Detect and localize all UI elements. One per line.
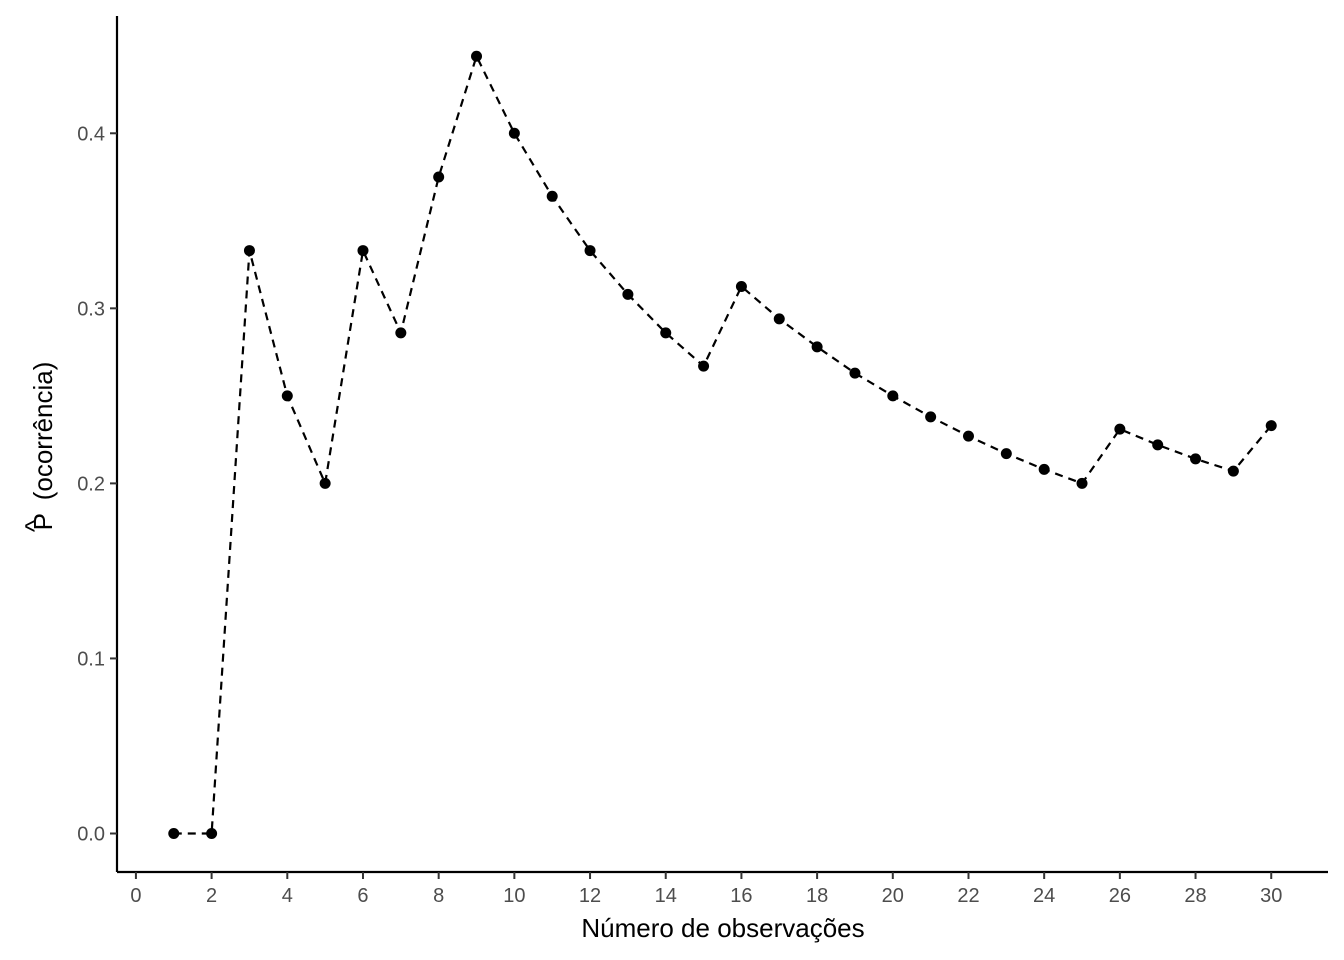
- data-point: [1038, 463, 1050, 475]
- x-tick-label: 6: [357, 885, 368, 907]
- x-axis-title: Número de observações: [581, 913, 864, 943]
- data-point: [1190, 453, 1202, 465]
- x-tick-label: 24: [1033, 885, 1055, 907]
- data-point: [1114, 423, 1126, 435]
- data-point: [1000, 448, 1012, 460]
- data-point: [1076, 477, 1088, 489]
- data-point: [433, 171, 445, 183]
- data-point: [698, 360, 710, 372]
- data-point: [1265, 420, 1277, 432]
- x-tick-label: 28: [1184, 885, 1206, 907]
- y-tick-label: 0.2: [77, 473, 105, 495]
- data-point: [622, 288, 634, 300]
- y-axis-title-text: (ocorrência): [28, 362, 58, 501]
- x-tick-label: 2: [206, 885, 217, 907]
- x-tick-label: 14: [655, 885, 677, 907]
- data-point: [773, 313, 785, 325]
- data-point: [168, 827, 180, 839]
- x-tick-label: 26: [1109, 885, 1131, 907]
- y-tick-label: 0.4: [77, 123, 105, 145]
- series-line: [173, 53, 1273, 835]
- y-axis-title: P (ocorrência) ^: [19, 362, 58, 533]
- x-tick-label: 18: [806, 885, 828, 907]
- x-tick-label: 8: [433, 885, 444, 907]
- data-point: [660, 327, 672, 339]
- x-tick-label: 20: [882, 885, 904, 907]
- data-point: [962, 430, 974, 442]
- x-tick-label: 30: [1260, 885, 1282, 907]
- hat-accent: ^: [19, 519, 49, 532]
- data-point: [281, 390, 293, 402]
- data-point: [735, 280, 747, 292]
- svg-text:P (ocorrência): P (ocorrência): [28, 362, 58, 531]
- y-tick-label: 0.0: [77, 823, 105, 845]
- data-point: [925, 411, 937, 423]
- x-tick-label: 22: [957, 885, 979, 907]
- y-tick-label: 0.3: [77, 298, 105, 320]
- data-point: [508, 127, 520, 139]
- data-point: [546, 190, 558, 202]
- y-axis-title-symbol: P: [28, 514, 58, 531]
- data-point: [357, 245, 369, 257]
- axes: 0 2 4 6 8 10 12 14 16 18 20 22 24 26 28 300.00.10.20.30…: [77, 16, 1328, 907]
- data-point: [811, 341, 823, 353]
- data-point: [395, 327, 407, 339]
- x-tick-label: 16: [730, 885, 752, 907]
- data-point: [849, 367, 861, 379]
- y-tick-label: 0.1: [77, 648, 105, 670]
- data-point: [243, 245, 255, 257]
- data-point: [206, 827, 218, 839]
- plot-area: [168, 50, 1277, 839]
- data-point: [887, 390, 899, 402]
- data-point: [584, 245, 596, 257]
- data-point: [1227, 465, 1239, 477]
- data-point: [319, 477, 331, 489]
- x-tick-label: 4: [282, 885, 293, 907]
- x-tick-label: 12: [579, 885, 601, 907]
- x-tick-label: 10: [503, 885, 525, 907]
- data-point: [1152, 439, 1164, 451]
- x-tick-label: 0: [130, 885, 141, 907]
- data-point: [471, 50, 483, 62]
